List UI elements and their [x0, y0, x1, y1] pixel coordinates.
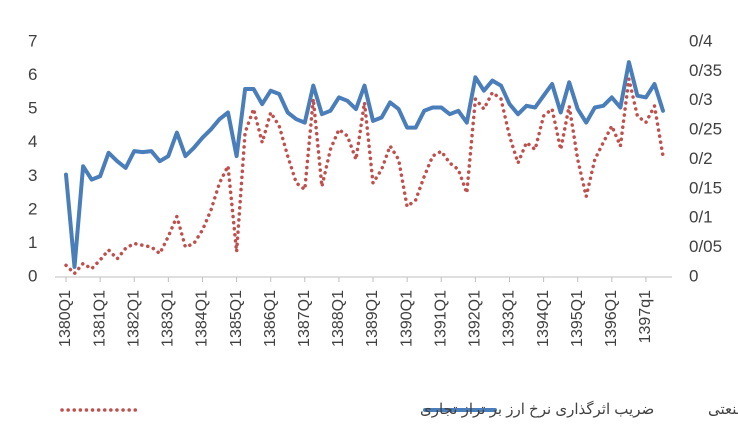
y-tick-label: 1: [28, 233, 37, 252]
x-tick-label: 1386Q1: [262, 290, 279, 347]
series-line: [64, 60, 665, 269]
x-tick-label: 1383Q1: [160, 290, 177, 347]
x-tick-label: 1391Q1: [432, 290, 449, 347]
x-tick-label: 1389Q1: [364, 290, 381, 347]
y2-tick-label: 0/1: [689, 208, 713, 227]
y2-tick-label: 0/3: [689, 90, 713, 109]
x-tick-label: 1397q1: [637, 290, 654, 343]
y2-tick-label: 0/15: [689, 178, 722, 197]
x-tick-label: 1394Q1: [535, 290, 552, 347]
y-tick-label: 2: [28, 199, 37, 218]
x-tick-label: 1382Q1: [125, 290, 142, 347]
y-tick-label: 7: [28, 31, 37, 50]
y-tick-label: 4: [28, 132, 37, 151]
x-tick-label: 1381Q1: [91, 290, 108, 347]
y2-tick-label: 0/25: [689, 120, 722, 139]
x-tick-label: 1393Q1: [501, 290, 518, 347]
y2-tick-label: 0/4: [689, 31, 713, 50]
y2-tick-label: 0/05: [689, 237, 722, 256]
x-tick-label: 1380Q1: [57, 290, 74, 347]
x-tick-label: 1392Q1: [467, 290, 484, 347]
y2-tick-label: 0/2: [689, 149, 713, 168]
y-tick-label: 0: [28, 266, 37, 285]
x-tick-label: 1385Q1: [228, 290, 245, 347]
x-tick-label: 1396Q1: [603, 290, 620, 347]
x-tick-label: 1390Q1: [398, 290, 415, 347]
x-tick-label: 1387Q1: [296, 290, 313, 347]
y-tick-label: 5: [28, 99, 37, 118]
y2-tick-label: 0: [689, 266, 698, 285]
y2-tick-label: 0/35: [689, 61, 722, 80]
x-tick-label: 1384Q1: [194, 290, 211, 347]
x-tick-label: 1388Q1: [330, 290, 347, 347]
legend-label: شاخص تجارت درون صنعتی: [708, 401, 738, 418]
y-tick-label: 3: [28, 166, 37, 185]
legend-label: ضریب اثرگذاری نرخ ارز بر تراز تجاری: [420, 400, 654, 418]
series-line: [64, 77, 665, 276]
x-tick-label: 1395Q1: [569, 290, 586, 347]
y-tick-label: 6: [28, 65, 37, 84]
